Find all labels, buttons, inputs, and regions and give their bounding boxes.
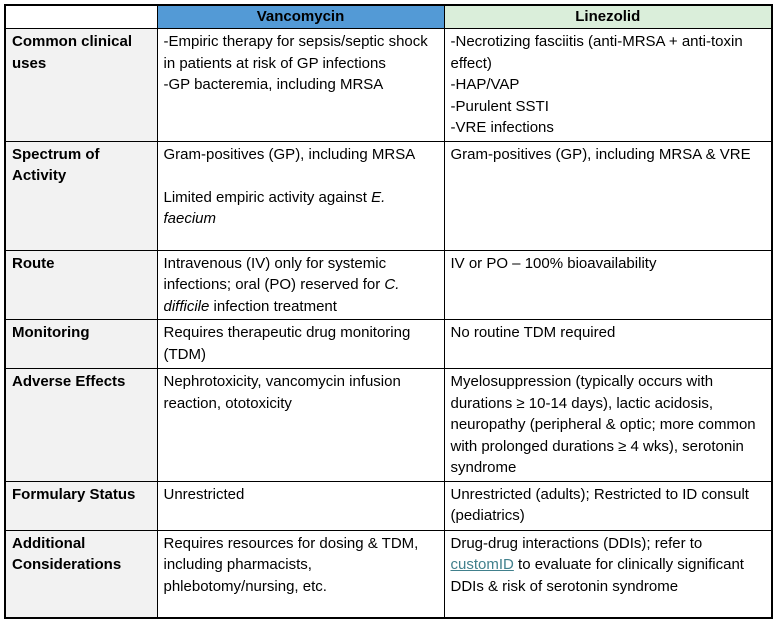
row-route: Route Intravenous (IV) only for systemic…: [4, 249, 773, 320]
row-label-spectrum-of-activity: Spectrum of Activity: [4, 140, 158, 251]
text-segment: Drug-drug interactions (DDIs); refer to: [450, 534, 703, 552]
cell-linezolid-formulary-status: Unrestricted (adults); Restricted to ID …: [443, 480, 773, 531]
text-segment: to evaluate for clinically significant D…: [450, 556, 744, 595]
row-monitoring: Monitoring Requires therapeutic drug mon…: [4, 319, 773, 369]
cell-vancomycin-route: Intravenous (IV) only for systemic infec…: [156, 249, 445, 320]
table-header-row: Vancomycin Linezolid: [4, 4, 773, 29]
column-header-linezolid: Linezolid: [443, 4, 773, 29]
italic-species-name: C. difficile: [163, 276, 400, 315]
cell-vancomycin-additional: Requires resources for dosing & TDM, inc…: [156, 529, 445, 619]
customid-link[interactable]: customID: [450, 556, 514, 573]
row-formulary-status: Formulary Status Unrestricted Unrestrict…: [4, 480, 773, 531]
cell-vancomycin-clinical-uses: -Empiric therapy for sepsis/septic shock…: [156, 28, 445, 142]
column-header-vancomycin: Vancomycin: [156, 4, 445, 29]
row-additional-considerations: Additional Considerations Requires resou…: [4, 529, 773, 619]
bullet-item: -Necrotizing fasciitis (anti-MRSA + anti…: [450, 33, 743, 72]
cell-vancomycin-formulary-status: Unrestricted: [156, 480, 445, 531]
row-label-common-clinical-uses: Common clinical uses: [4, 28, 158, 142]
row-label-formulary-status: Formulary Status: [4, 480, 158, 531]
bullet-item: -GP bacteremia, including MRSA: [163, 76, 384, 93]
row-label-route: Route: [4, 249, 158, 320]
paragraph: Gram-positives (GP), including MRSA: [163, 145, 416, 163]
paragraph: Limited empiric activity against E. faec…: [164, 187, 436, 230]
cell-vancomycin-monitoring: Requires therapeutic drug monitoring (TD…: [156, 319, 445, 369]
row-adverse-effects: Adverse Effects Nephrotoxicity, vancomyc…: [4, 368, 773, 482]
row-label-additional-considerations: Additional Considerations: [4, 529, 158, 619]
cell-linezolid-additional: Drug-drug interactions (DDIs); refer to …: [443, 529, 773, 619]
text-segment: infection treatment: [209, 297, 337, 315]
row-label-adverse-effects: Adverse Effects: [4, 368, 158, 482]
cell-linezolid-route: IV or PO – 100% bioavailability: [443, 249, 773, 320]
cell-linezolid-clinical-uses: -Necrotizing fasciitis (anti-MRSA + anti…: [443, 28, 773, 142]
cell-vancomycin-adverse-effects: Nephrotoxicity, vancomycin infusion reac…: [156, 368, 445, 482]
row-common-clinical-uses: Common clinical uses -Empiric therapy fo…: [4, 28, 773, 142]
text-segment: Limited empiric activity against: [163, 188, 372, 206]
cell-linezolid-adverse-effects: Myelosuppression (typically occurs with …: [443, 368, 773, 482]
blank-line: [164, 165, 436, 187]
corner-cell: [4, 4, 158, 29]
italic-species-name: E. faecium: [163, 188, 386, 228]
bullet-item: -Empiric therapy for sepsis/septic shock…: [163, 33, 428, 72]
row-spectrum-of-activity: Spectrum of Activity Gram-positives (GP)…: [4, 140, 773, 251]
cell-linezolid-monitoring: No routine TDM required: [443, 319, 773, 369]
cell-vancomycin-spectrum: Gram-positives (GP), including MRSA Limi…: [156, 140, 445, 251]
bullet-item: -HAP/VAP: [450, 76, 520, 93]
bullet-item: -VRE infections: [450, 119, 554, 136]
cell-linezolid-spectrum: Gram-positives (GP), including MRSA & VR…: [443, 140, 773, 251]
drug-comparison-table: Vancomycin Linezolid Common clinical use…: [4, 4, 773, 619]
row-label-monitoring: Monitoring: [4, 319, 158, 369]
bullet-item: -Purulent SSTI: [450, 97, 549, 115]
text-segment: Intravenous (IV) only for systemic infec…: [163, 254, 387, 294]
